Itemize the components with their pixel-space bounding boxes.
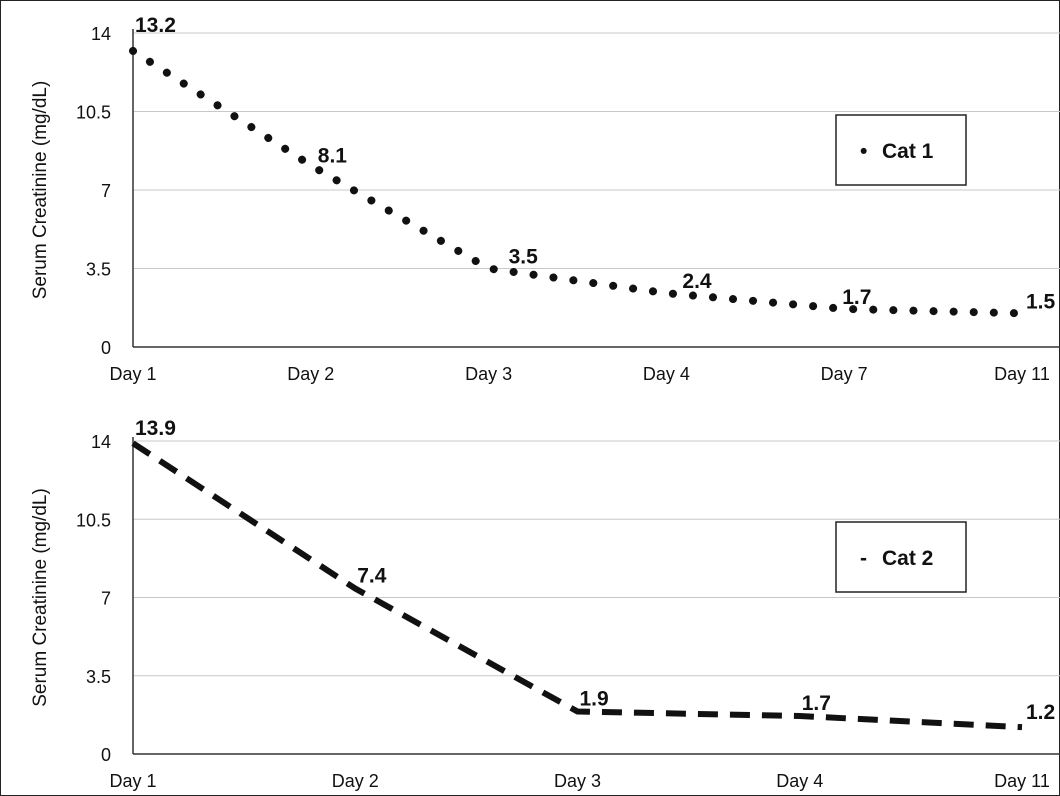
y-tick-label: 0: [101, 745, 111, 765]
y-tick-label: 0: [101, 338, 111, 358]
y-axis-label: Serum Creatinine (mg/dL): [30, 81, 51, 300]
data-label: 1.5: [1026, 290, 1056, 313]
x-tick-label: Day 11: [994, 364, 1050, 384]
legend-label: Cat 1: [882, 140, 934, 163]
x-tick-label: Day 4: [776, 771, 823, 791]
data-label: 1.7: [842, 286, 871, 309]
y-tick-label: 14: [91, 24, 111, 44]
x-tick-label: Day 4: [643, 364, 690, 384]
y-tick-label: 14: [91, 432, 111, 452]
data-label: 13.2: [135, 14, 176, 37]
series-line-cat-2: [131, 440, 1023, 731]
legend-label: Cat 2: [882, 547, 933, 570]
x-tick-label: Day 3: [465, 364, 512, 384]
data-label: 3.5: [509, 246, 539, 269]
data-label: 13.9: [135, 417, 176, 440]
x-tick-label: Day 1: [109, 771, 156, 791]
data-label: 8.1: [318, 144, 348, 167]
x-tick-label: Day 7: [821, 364, 868, 384]
x-tick-label: Day 2: [287, 364, 334, 384]
data-label: 7.4: [357, 565, 387, 588]
y-tick-label: 3.5: [86, 667, 111, 687]
y-tick-label: 3.5: [86, 260, 111, 280]
series-line-cat-1: [129, 46, 1026, 318]
legend-marker: -: [860, 547, 867, 570]
legend-box: [835, 114, 967, 186]
y-axis-label: Serum Creatinine (mg/dL): [30, 488, 51, 707]
data-label: 2.4: [682, 270, 712, 293]
legend-box: [835, 521, 967, 593]
data-label: 1.2: [1026, 701, 1055, 724]
x-tick-label: Day 3: [554, 771, 601, 791]
y-tick-label: 10.5: [76, 103, 111, 123]
x-tick-label: Day 2: [332, 771, 379, 791]
data-label: 1.9: [580, 688, 609, 711]
data-label: 1.7: [802, 692, 831, 715]
y-tick-label: 7: [101, 181, 111, 201]
y-tick-label: 7: [101, 589, 111, 609]
x-tick-label: Day 11: [994, 771, 1050, 791]
legend-marker: •: [860, 140, 867, 163]
y-tick-label: 10.5: [76, 510, 111, 530]
x-tick-label: Day 1: [109, 364, 156, 384]
